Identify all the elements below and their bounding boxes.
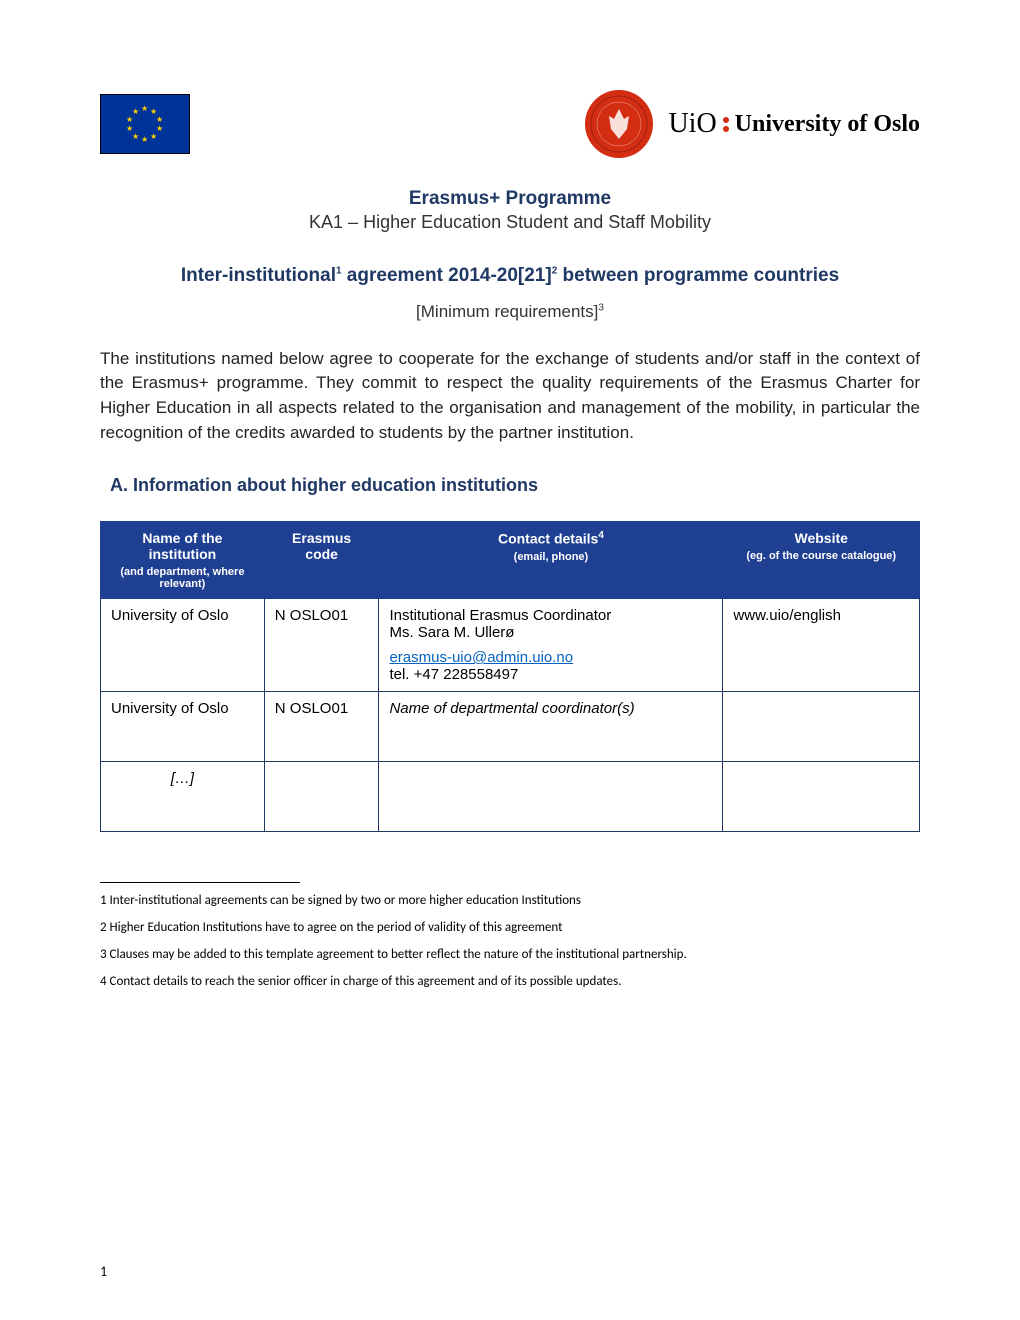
cell-name: University of Oslo xyxy=(101,599,265,692)
cell-name: University of Oslo xyxy=(101,692,265,762)
col-header-name-sub: (and department, where relevant) xyxy=(111,566,254,590)
footnote-divider xyxy=(100,882,300,883)
header-logos: ★★ ★★ ★★ ★★ ★★ UiO University of Oslo xyxy=(100,90,920,158)
footnote-3: 3 Clauses may be added to this template … xyxy=(100,947,920,962)
section-a-heading: A. Information about higher education in… xyxy=(110,475,920,496)
footnote-ref-3: 3 xyxy=(598,302,604,313)
col-header-website-sub: (eg. of the course catalogue) xyxy=(733,550,909,562)
institutions-table: Name of the institution (and department,… xyxy=(100,521,920,832)
cell-website: www.uio/english xyxy=(723,599,920,692)
intro-paragraph: The institutions named below agree to co… xyxy=(100,347,920,446)
agreement-title: Inter-institutional1 agreement 2014-20[2… xyxy=(100,263,920,290)
programme-title: Erasmus+ Programme xyxy=(100,188,920,210)
cell-code: N OSLO01 xyxy=(264,692,379,762)
uio-logo-block: UiO University of Oslo xyxy=(585,90,920,158)
minimum-requirements: [Minimum requirements]3 xyxy=(100,302,920,322)
title-part-1: Inter-institutional xyxy=(181,265,336,286)
cell-website xyxy=(723,692,920,762)
cell-name: […] xyxy=(101,762,265,832)
page-number: 1 xyxy=(100,1263,107,1280)
cell-code xyxy=(264,762,379,832)
col-header-contact: Contact details xyxy=(498,531,598,547)
cell-contact xyxy=(379,762,723,832)
table-row: University of Oslo N OSLO01 Name of depa… xyxy=(101,692,920,762)
footnote-1: 1 Inter-institutional agreements can be … xyxy=(100,893,920,908)
table-row: University of Oslo N OSLO01 Institutiona… xyxy=(101,599,920,692)
cell-code: N OSLO01 xyxy=(264,599,379,692)
uio-dots-icon xyxy=(723,117,729,132)
cell-contact: Institutional Erasmus Coordinator Ms. Sa… xyxy=(379,599,723,692)
title-part-3: between programme countries xyxy=(557,265,839,286)
table-header-row: Name of the institution (and department,… xyxy=(101,522,920,599)
programme-subtitle: KA1 – Higher Education Student and Staff… xyxy=(100,212,920,233)
uio-full-name: University of Oslo xyxy=(735,111,920,138)
col-header-name: Name of the institution xyxy=(142,530,222,562)
footnote-ref-4: 4 xyxy=(598,530,604,541)
footnote-2: 2 Higher Education Institutions have to … xyxy=(100,920,920,935)
col-header-website: Website xyxy=(794,530,847,546)
uio-seal-icon xyxy=(585,90,653,158)
eu-flag-icon: ★★ ★★ ★★ ★★ ★★ xyxy=(100,94,190,154)
col-header-contact-sub: (email, phone) xyxy=(389,551,712,563)
cell-contact: Name of departmental coordinator(s) xyxy=(379,692,723,762)
title-part-2: agreement 2014-20[21] xyxy=(342,265,552,286)
col-header-code: Erasmus code xyxy=(292,530,351,562)
email-link[interactable]: erasmus-uio@admin.uio.no xyxy=(389,649,573,666)
uio-abbr: UiO xyxy=(668,108,716,140)
footnote-4: 4 Contact details to reach the senior of… xyxy=(100,974,920,989)
cell-website xyxy=(723,762,920,832)
table-row: […] xyxy=(101,762,920,832)
